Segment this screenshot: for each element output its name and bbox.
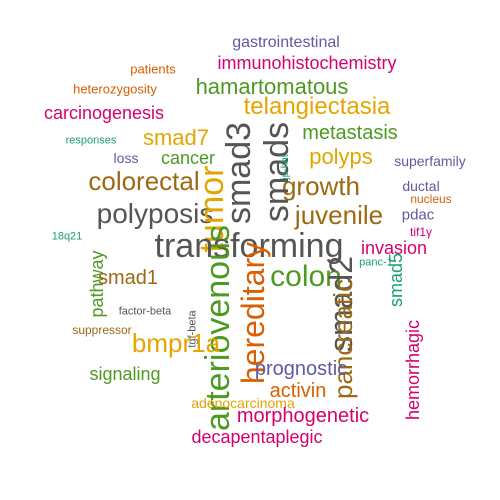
word-loss: loss [113,150,139,166]
word-juvenile: juvenile [294,200,384,230]
word-jp-hht: jp-hht [280,154,291,180]
word-responses: responses [65,134,117,147]
word-patients: patients [130,61,176,77]
word-18q21: 18q21 [51,230,83,243]
word-immunohistochemistry: immunohistochemistry [217,53,397,73]
word-smad5: smad5 [386,252,406,308]
word-heterozygosity: heterozygosity [73,81,157,97]
word-factor-beta: factor-beta [118,305,172,318]
word-carcinogenesis: carcinogenesis [43,103,165,123]
word-telangiectasia: telangiectasia [243,93,391,120]
word-cancer: cancer [160,148,216,168]
word-colorectal: colorectal [88,166,200,196]
word-hemorrhagic: hemorrhagic [403,319,423,421]
word-superfamily: superfamily [394,153,466,169]
word-hamartomatous: hamartomatous [195,74,349,99]
word-ductal: ductal [402,178,440,194]
word-polyps: polyps [309,144,373,169]
word-prognostic: prognostic [254,358,348,380]
word-tif1y: tif1γ [409,225,433,239]
word-polyposis: polyposis [96,198,214,229]
word-smad1: smad1 [97,267,159,289]
word-suppressor: suppressor [72,323,132,337]
word-colon: colon [270,260,342,293]
word-adenocarcinoma: adenocarcinoma [191,395,295,411]
word-smad7: smad7 [142,125,210,150]
word-signaling: signaling [89,364,161,384]
word-metastasis: metastasis [302,122,398,144]
word-growth: growth [281,171,361,201]
word-bmpr1a: bmpr1a [131,328,221,358]
word-morphogenetic: morphogenetic [236,405,370,427]
word-transforming: transforming [154,227,344,265]
word-pdac: pdac [401,206,435,224]
word-pancreatic: pancreatic [328,279,358,399]
word-nucleus: nucleus [410,192,452,206]
word-gastrointestinal: gastrointestinal [232,34,340,51]
word-decapentaplegic: decapentaplegic [191,427,323,447]
word-invasion: invasion [360,238,428,258]
word-activin: activin [269,380,327,402]
word-panc-1: panc-1 [359,256,393,269]
